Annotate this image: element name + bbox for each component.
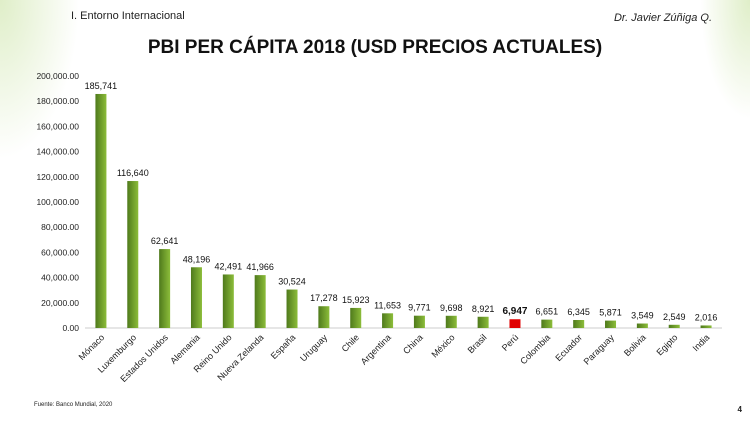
data-label: 6,947: [502, 306, 527, 317]
bar-Perú: [509, 319, 521, 328]
y-tick-label: 200,000.00: [36, 71, 79, 81]
y-tick-label: 40,000.00: [41, 273, 79, 283]
x-tick-label: India: [691, 332, 712, 353]
author-label: Dr. Javier Zúñiga Q.: [613, 12, 712, 24]
data-label: 41,966: [246, 262, 274, 272]
data-label: 30,524: [278, 277, 306, 287]
x-tick-label: Mónaco: [77, 332, 107, 362]
bar-España: [286, 289, 298, 328]
bar-Brasil: [477, 316, 489, 328]
data-label: 3,549: [631, 311, 654, 321]
data-label: 116,640: [117, 168, 149, 178]
x-tick-label: México: [429, 332, 456, 359]
bar-Colombia: [541, 319, 553, 328]
y-tick-label: 180,000.00: [36, 96, 79, 106]
chart-title: PBI PER CÁPITA 2018 (USD PRECIOS ACTUALE…: [147, 37, 603, 58]
data-label: 17,278: [310, 293, 338, 303]
x-tick-label: Uruguay: [298, 332, 329, 363]
x-tick-label: China: [401, 332, 425, 356]
bar-Egipto: [668, 324, 680, 328]
corner-decoration: [0, 0, 80, 160]
x-tick-label: Perú: [500, 332, 521, 353]
data-label: 185,741: [85, 81, 118, 91]
x-tick-label: Colombia: [518, 332, 552, 366]
data-label: 2,016: [695, 312, 718, 322]
data-label: 6,345: [567, 307, 590, 317]
data-label: 42,491: [215, 261, 243, 271]
bar-Argentina: [382, 313, 394, 328]
bar-Uruguay: [318, 306, 330, 328]
bar-Estados Unidos: [159, 249, 171, 328]
x-tick-label: Ecuador: [553, 332, 584, 363]
bar-Luxemburgo: [127, 181, 139, 328]
page-number: 4: [737, 405, 742, 414]
bar-China: [413, 315, 425, 328]
y-tick-label: 100,000.00: [36, 197, 79, 207]
x-tick-label: España: [269, 332, 298, 361]
data-label: 48,196: [183, 254, 211, 264]
data-label: 6,651: [536, 307, 559, 317]
data-label: 11,653: [374, 300, 401, 310]
y-tick-label: 120,000.00: [36, 172, 79, 182]
x-tick-label: Egipto: [655, 332, 680, 357]
data-label: 9,771: [408, 303, 431, 313]
section-label: I. Entorno Internacional: [71, 10, 185, 22]
bar-Reino Unido: [222, 274, 234, 328]
data-label: 5,871: [599, 308, 622, 318]
data-label: 2,549: [663, 312, 686, 322]
data-label: 9,698: [440, 303, 463, 313]
y-tick-label: 0.00: [62, 323, 79, 333]
source-note: Fuente: Banco Mundial, 2020: [34, 402, 113, 408]
x-tick-label: Paraguay: [582, 332, 617, 367]
x-tick-label: Brasil: [466, 332, 489, 355]
bar-México: [445, 315, 457, 328]
x-tick-label: Bolivia: [622, 332, 648, 358]
y-tick-label: 140,000.00: [36, 147, 79, 157]
bar-Alemania: [190, 267, 202, 328]
bar-Mónaco: [95, 93, 107, 328]
data-label: 62,641: [151, 236, 179, 246]
corner-decoration: [700, 0, 750, 120]
bar-Chile: [350, 307, 362, 328]
y-tick-label: 160,000.00: [36, 121, 79, 131]
bar-India: [700, 325, 712, 328]
bar-Bolivia: [636, 323, 648, 328]
bar-Paraguay: [605, 320, 617, 328]
bar-Nueva Zelanda: [254, 275, 266, 328]
x-tick-label: Argentina: [359, 332, 393, 366]
bar-Ecuador: [573, 320, 585, 328]
y-tick-label: 60,000.00: [41, 247, 79, 257]
y-tick-label: 20,000.00: [41, 298, 79, 308]
data-label: 8,921: [472, 304, 495, 314]
y-tick-label: 80,000.00: [41, 222, 79, 232]
data-label: 15,923: [342, 295, 370, 305]
x-tick-label: Chile: [340, 332, 362, 354]
